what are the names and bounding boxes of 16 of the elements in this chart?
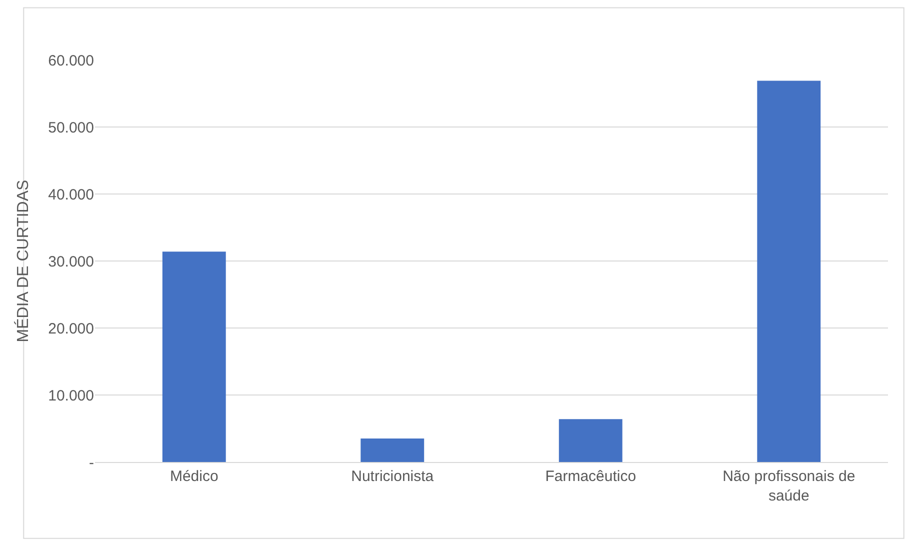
x-tick-label: Médico: [170, 468, 218, 485]
bar: [757, 80, 821, 462]
y-tick-label: 30.000: [48, 253, 94, 270]
y-tick-label: 40.000: [48, 186, 94, 204]
bar: [558, 419, 622, 462]
y-tick-label: 50.000: [48, 119, 94, 136]
x-tick-label: Farmacêutico: [545, 468, 636, 485]
y-tick-label: 10.000: [48, 387, 94, 404]
x-tick-label: Nutricionista: [351, 468, 434, 485]
y-axis-title: MÉDIA DE CURTIDAS: [14, 180, 32, 342]
y-tick-label: -: [89, 454, 94, 472]
x-tick-label: Não profissonais de saúde: [722, 468, 856, 504]
y-tick-label: 60.000: [48, 52, 94, 70]
y-tick-label: 20.000: [48, 320, 94, 338]
bar: [360, 438, 424, 462]
bar: [162, 252, 226, 462]
